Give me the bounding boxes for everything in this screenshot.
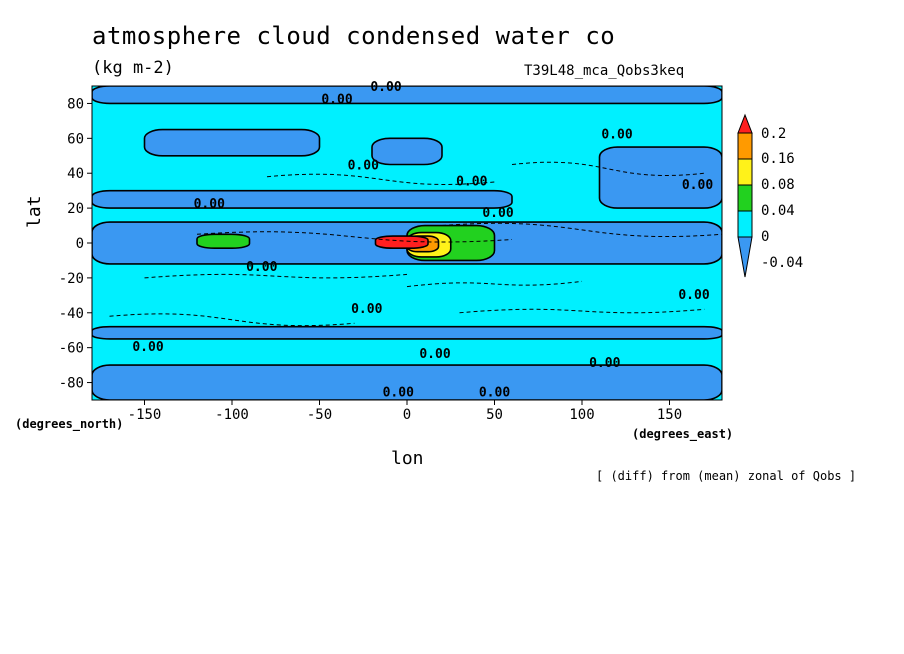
contour-label: 0.00 [321, 92, 352, 107]
contour-line-layer [109, 161, 722, 327]
contour-label: 0.00 [589, 356, 620, 371]
x-axis-tick-label: -150 [128, 407, 162, 423]
colorbar: 0.2 0.16 0.08 0.04 0 -0.04 [737, 113, 803, 278]
colorbar-swatch [737, 158, 753, 186]
x-axis-title: lon [391, 448, 424, 469]
contour-region-low [598, 146, 722, 209]
contour-label: 0.00 [456, 174, 487, 189]
colorbar-label: 0.16 [761, 151, 795, 167]
contour-line [266, 173, 495, 185]
colorbar-label: 0.2 [761, 126, 786, 142]
chart-units: (kg m-2) [92, 58, 174, 78]
colorbar-swatch [737, 184, 753, 212]
contour-label: 0.00 [194, 197, 225, 212]
contour-label: 0.00 [351, 302, 382, 317]
contour-line [441, 222, 722, 238]
y-axis-tick-label: -20 [59, 271, 84, 287]
contour-line [144, 273, 408, 279]
contour-label: 0.00 [419, 347, 450, 362]
contour-label: 0.00 [383, 386, 414, 401]
contour-fill-layer [92, 86, 722, 400]
y-axis-tick-label: -80 [59, 376, 84, 392]
y-axis-tick-label: 80 [67, 96, 84, 112]
contour-label: 0.00 [370, 80, 401, 95]
colorbar-bottom-arrow [737, 236, 753, 278]
footer-note: [ (diff) from (mean) zonal of Qobs ] [596, 469, 857, 483]
colorbar-swatch [737, 132, 753, 160]
contour-line [511, 161, 705, 176]
contour-line [406, 280, 583, 288]
y-axis-tick-label: 60 [67, 131, 84, 147]
x-axis-units: (degrees_east) [632, 427, 734, 441]
contour-label: 0.00 [132, 340, 163, 355]
contour-label: 0.00 [479, 386, 510, 401]
contour-region-red [374, 235, 429, 250]
y-axis-tick-label: 40 [67, 166, 84, 182]
contour-label: 0.00 [601, 127, 632, 142]
colorbar-swatch [737, 210, 753, 238]
colorbar-label: 0.08 [761, 177, 795, 193]
colorbar-label: 0.04 [761, 203, 795, 219]
y-axis-tick-label: -60 [59, 341, 84, 357]
colorbar-top-arrow [737, 113, 753, 134]
contour-line [459, 308, 705, 314]
contour-region-low [92, 325, 722, 340]
contour-label: 0.00 [482, 206, 513, 221]
contour-label: 0.00 [678, 288, 709, 303]
x-axis-tick-label: -50 [307, 407, 332, 423]
colorbar-label: -0.04 [761, 255, 803, 271]
contour-label: 0.00 [348, 159, 379, 174]
x-axis-tick-label: 150 [657, 407, 682, 423]
axes-layer: -150 -100 -50 0 50 100 150 80 60 40 20 0 -20 -40 -60 -8… [59, 96, 682, 423]
contour-line [196, 231, 513, 243]
y-axis-units: (degrees_north) [15, 417, 124, 431]
colorbar-label: 0 [761, 229, 769, 245]
y-axis-tick-label: 0 [76, 236, 84, 252]
x-axis-tick-label: 100 [569, 407, 594, 423]
contour-region-low [92, 364, 722, 400]
x-axis-tick-label: 0 [403, 407, 411, 423]
contour-line [109, 313, 355, 327]
y-axis-tick-label: 20 [67, 201, 84, 217]
x-axis-tick-label: 50 [486, 407, 503, 423]
contour-region-low [143, 128, 321, 157]
contour-region-low [371, 137, 443, 166]
contour-region-green [196, 233, 251, 250]
contour-region-low [92, 189, 513, 209]
contour-region-low [92, 86, 722, 105]
chart-title: atmosphere cloud condensed water co [92, 22, 616, 50]
x-axis-tick-label: -100 [215, 407, 249, 423]
experiment-label: T39L48_mca_Qobs3keq [524, 63, 685, 79]
contour-label: 0.00 [246, 260, 277, 275]
contour-label-layer: 0.00 0.00 0.00 0.00 0.00 0.00 0.00 0.00 0.00 0.00… [132, 80, 713, 400]
y-axis-tick-label: -40 [59, 306, 84, 322]
contour-label: 0.00 [682, 178, 713, 193]
